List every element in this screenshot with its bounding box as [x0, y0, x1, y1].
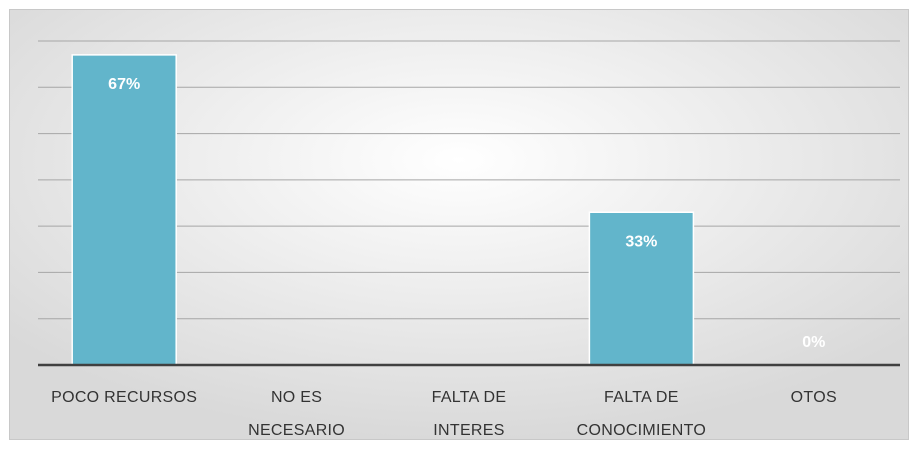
x-tick-label: FALTA DE INTERES [432, 389, 507, 439]
x-tick-label: OTOS [791, 389, 837, 406]
data-label: 67% [108, 76, 140, 93]
x-tick-label: POCO RECURSOS [51, 389, 197, 406]
x-tick-label: NO ES NECESARIO [248, 389, 345, 439]
x-tick-label: FALTA DE CONOCIMIENTO [577, 389, 707, 439]
bar [71, 54, 177, 366]
bar [588, 211, 695, 366]
data-label: 33% [625, 233, 657, 250]
data-label: 0% [802, 334, 825, 351]
